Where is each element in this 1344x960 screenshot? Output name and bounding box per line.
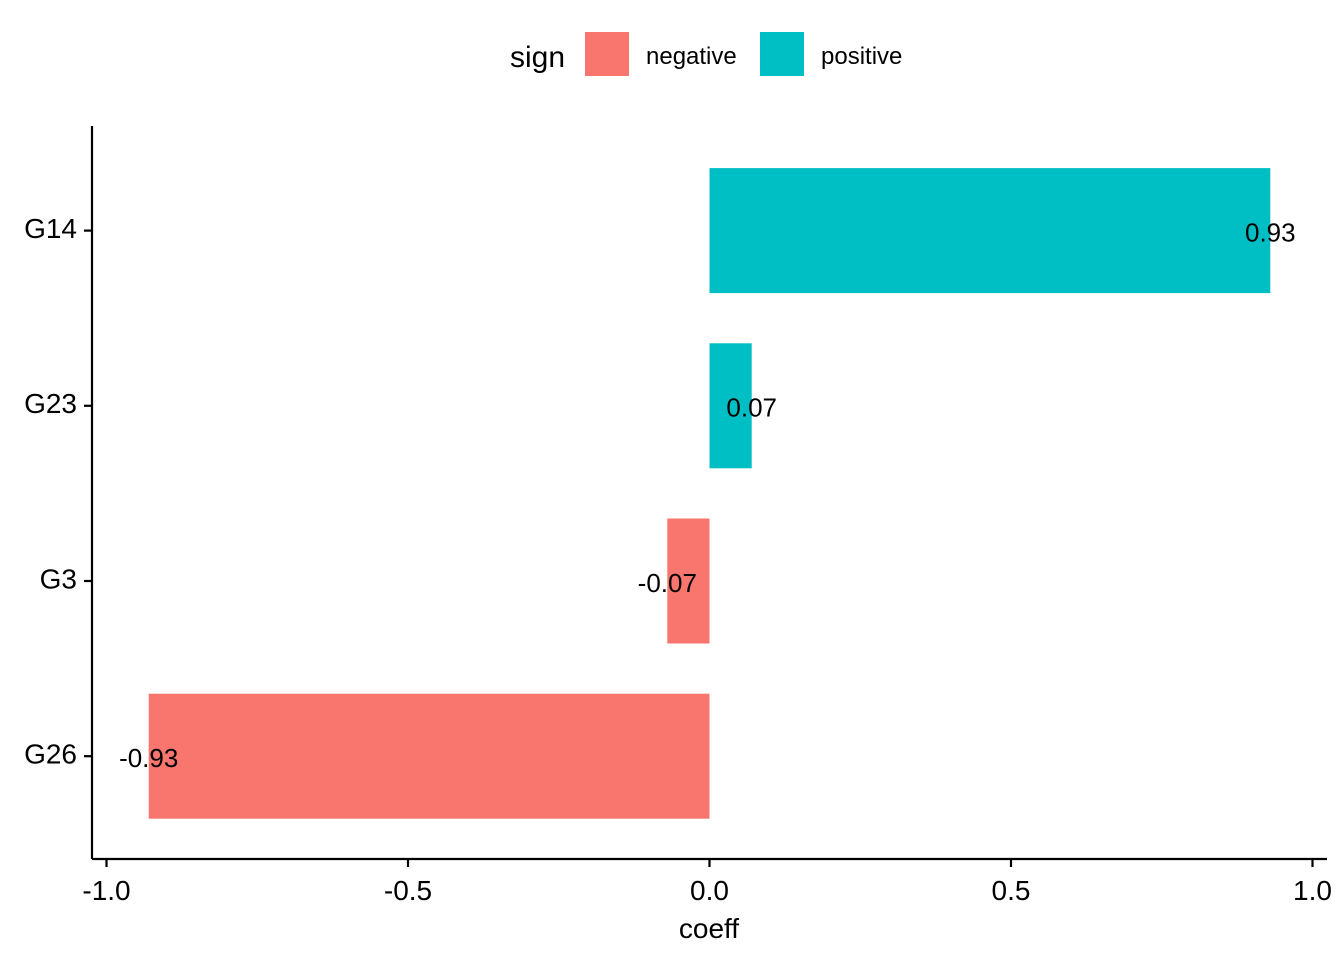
legend-label-negative: negative [646,43,737,70]
x-tick-label-1: -0.5 [384,875,432,906]
legend-swatch-positive [760,32,804,76]
x-tick-label-2: 0.0 [690,875,729,906]
data-label-g26: -0.93 [119,743,178,773]
legend-title: sign [510,41,565,74]
legend-label-positive: positive [821,43,902,70]
y-tick-label-g14: G14 [24,213,77,244]
x-tick-label-0: -1.0 [82,875,130,906]
y-tick-label-g23: G23 [24,388,77,419]
x-tick-label-4: 1.0 [1293,875,1332,906]
y-tick-label-g26: G26 [24,739,77,770]
y-tick-label-g3: G3 [40,563,77,594]
legend: sign negative positive [510,32,902,76]
bar-g26 [148,693,710,819]
legend-swatch-negative [585,32,629,76]
data-label-g3: -0.07 [638,568,697,598]
x-tick-label-3: 0.5 [992,875,1031,906]
plot-marks: G14 0.93 G23 0.07 G3 -0.07 G26 -0.93 -1.0 -0.5 0.0… [24,168,1332,906]
bar-g14 [709,168,1271,294]
x-axis-title: coeff [679,913,739,944]
bar-g23 [709,343,752,469]
bar-g3 [667,518,710,644]
data-label-g23: 0.07 [726,393,777,423]
data-label-g14: 0.93 [1245,217,1296,247]
